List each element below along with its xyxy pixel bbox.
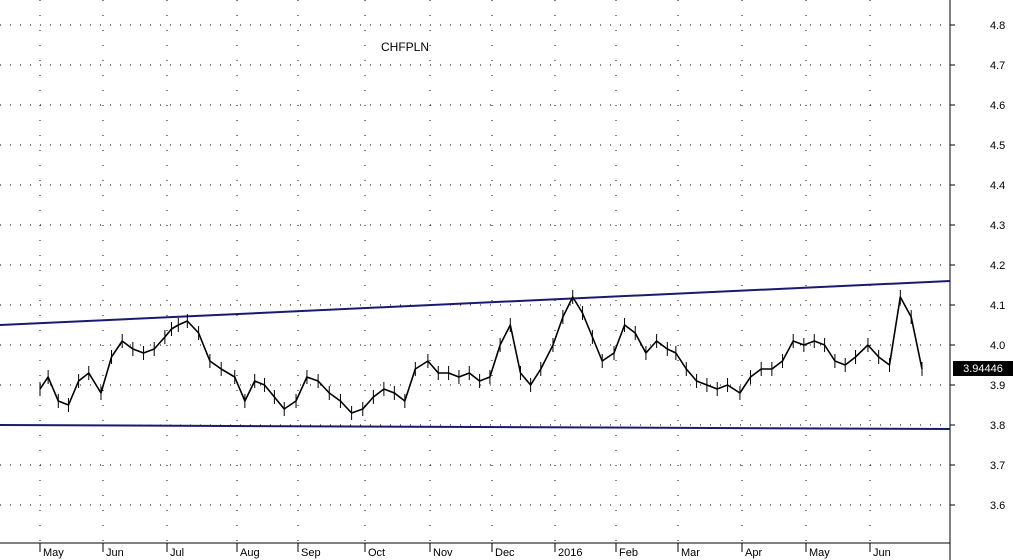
time-tick-label: Feb — [619, 547, 638, 559]
time-tick-label: Apr — [745, 547, 762, 559]
time-tick-label: Jun — [873, 547, 891, 559]
time-tick-label: Jun — [106, 547, 124, 559]
price-tick-label: 4.3 — [990, 220, 1005, 232]
time-tick-label: May — [809, 547, 830, 559]
price-tick-label: 3.7 — [990, 460, 1005, 472]
time-tick-label: Aug — [240, 547, 260, 559]
time-tick-label: Dec — [495, 547, 515, 559]
price-tick-label: 4.4 — [990, 180, 1005, 192]
time-axis: May Jun Jul Aug Sep Oct Nov Dec 2016 Feb Mar Apr May… — [39, 543, 891, 559]
price-tick-label: 4.7 — [990, 60, 1005, 72]
trendlines — [0, 280, 951, 430]
price-tick-label: 4.8 — [990, 20, 1005, 32]
price-series — [39, 290, 923, 420]
last-price-badge: 3.94446 — [953, 361, 1013, 376]
price-axis: 3.6 3.7 3.8 3.9 4.0 4.1 4.2 4.3 4.4 4.5 4.6 4.7 4.8 — [950, 20, 1005, 512]
time-tick-label: Oct — [368, 547, 385, 559]
grid-lines — [0, 0, 950, 543]
time-tick-label: Mar — [681, 547, 700, 559]
price-tick-label: 4.5 — [990, 140, 1005, 152]
price-tick-label: 3.6 — [990, 500, 1005, 512]
trendline — [0, 424, 951, 430]
time-tick-label: Sep — [301, 547, 321, 559]
time-tick-label: 2016 — [558, 547, 582, 559]
time-tick-label: Jul — [170, 547, 184, 559]
price-tick-label: 4.6 — [990, 100, 1005, 112]
chart-title: CHFPLN — [381, 40, 429, 54]
time-tick-label: May — [43, 547, 64, 559]
price-tick-label: 4.0 — [990, 340, 1005, 352]
time-tick-label: Nov — [433, 547, 453, 559]
price-tick-label: 4.2 — [990, 260, 1005, 272]
price-tick-label: 4.1 — [990, 300, 1005, 312]
trendline — [0, 280, 951, 326]
price-tick-label: 3.8 — [990, 420, 1005, 432]
price-tick-label: 3.9 — [990, 380, 1005, 392]
last-price-value: 3.94446 — [963, 363, 1003, 375]
last-price-badge-box — [953, 361, 1013, 376]
